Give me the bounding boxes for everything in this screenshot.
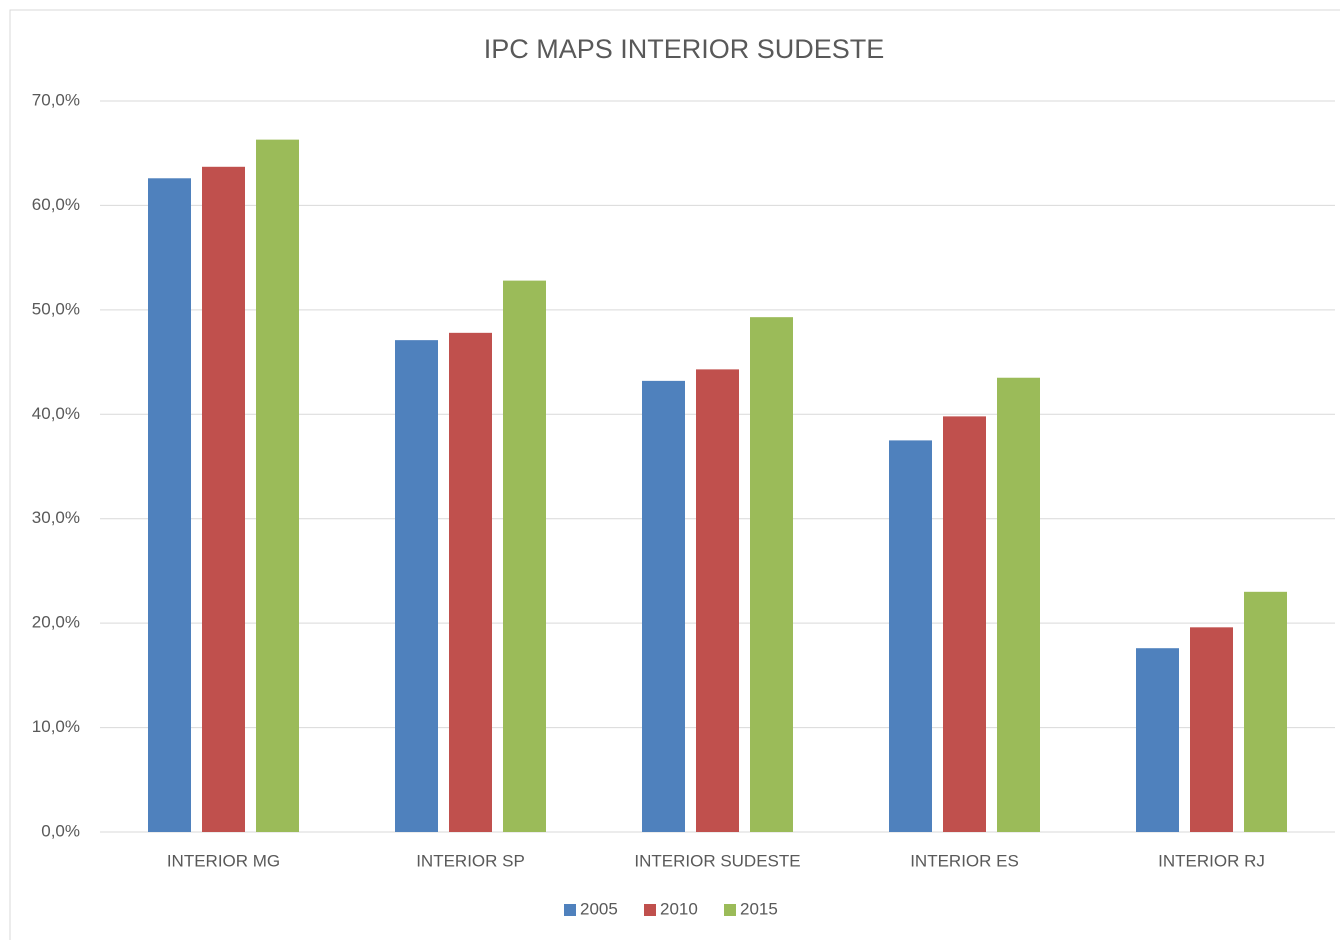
legend-label: 2005: [580, 899, 618, 918]
bar: [256, 139, 299, 833]
y-tick-label: 10,0%: [32, 717, 80, 736]
bar: [1136, 648, 1179, 832]
legend-label: 2010: [660, 899, 698, 918]
bar: [503, 280, 546, 832]
legend-label: 2015: [740, 899, 778, 918]
bar: [943, 416, 986, 832]
bar: [696, 369, 739, 832]
bar: [642, 380, 685, 832]
bar: [997, 377, 1040, 832]
bar: [889, 440, 932, 832]
y-tick-label: 50,0%: [32, 299, 80, 318]
y-tick-label: 0,0%: [41, 821, 80, 840]
x-tick-label: INTERIOR MG: [167, 851, 280, 870]
chart-title: IPC MAPS INTERIOR SUDESTE: [484, 34, 885, 64]
bar: [1244, 591, 1287, 832]
bar: [449, 332, 492, 832]
x-tick-label: INTERIOR SP: [416, 851, 525, 870]
y-tick-label: 70,0%: [32, 90, 80, 109]
x-tick-label: INTERIOR RJ: [1158, 851, 1265, 870]
y-tick-label: 30,0%: [32, 508, 80, 527]
y-tick-label: 20,0%: [32, 613, 80, 632]
legend-swatch: [644, 904, 656, 916]
bar: [1190, 627, 1233, 832]
x-tick-label: INTERIOR SUDESTE: [634, 851, 800, 870]
bar: [395, 340, 438, 832]
legend-swatch: [564, 904, 576, 916]
bar: [148, 178, 191, 832]
y-tick-label: 40,0%: [32, 404, 80, 423]
bar: [750, 317, 793, 833]
bar: [202, 166, 245, 833]
y-tick-label: 60,0%: [32, 195, 80, 214]
legend-swatch: [724, 904, 736, 916]
x-tick-label: INTERIOR ES: [910, 851, 1019, 870]
